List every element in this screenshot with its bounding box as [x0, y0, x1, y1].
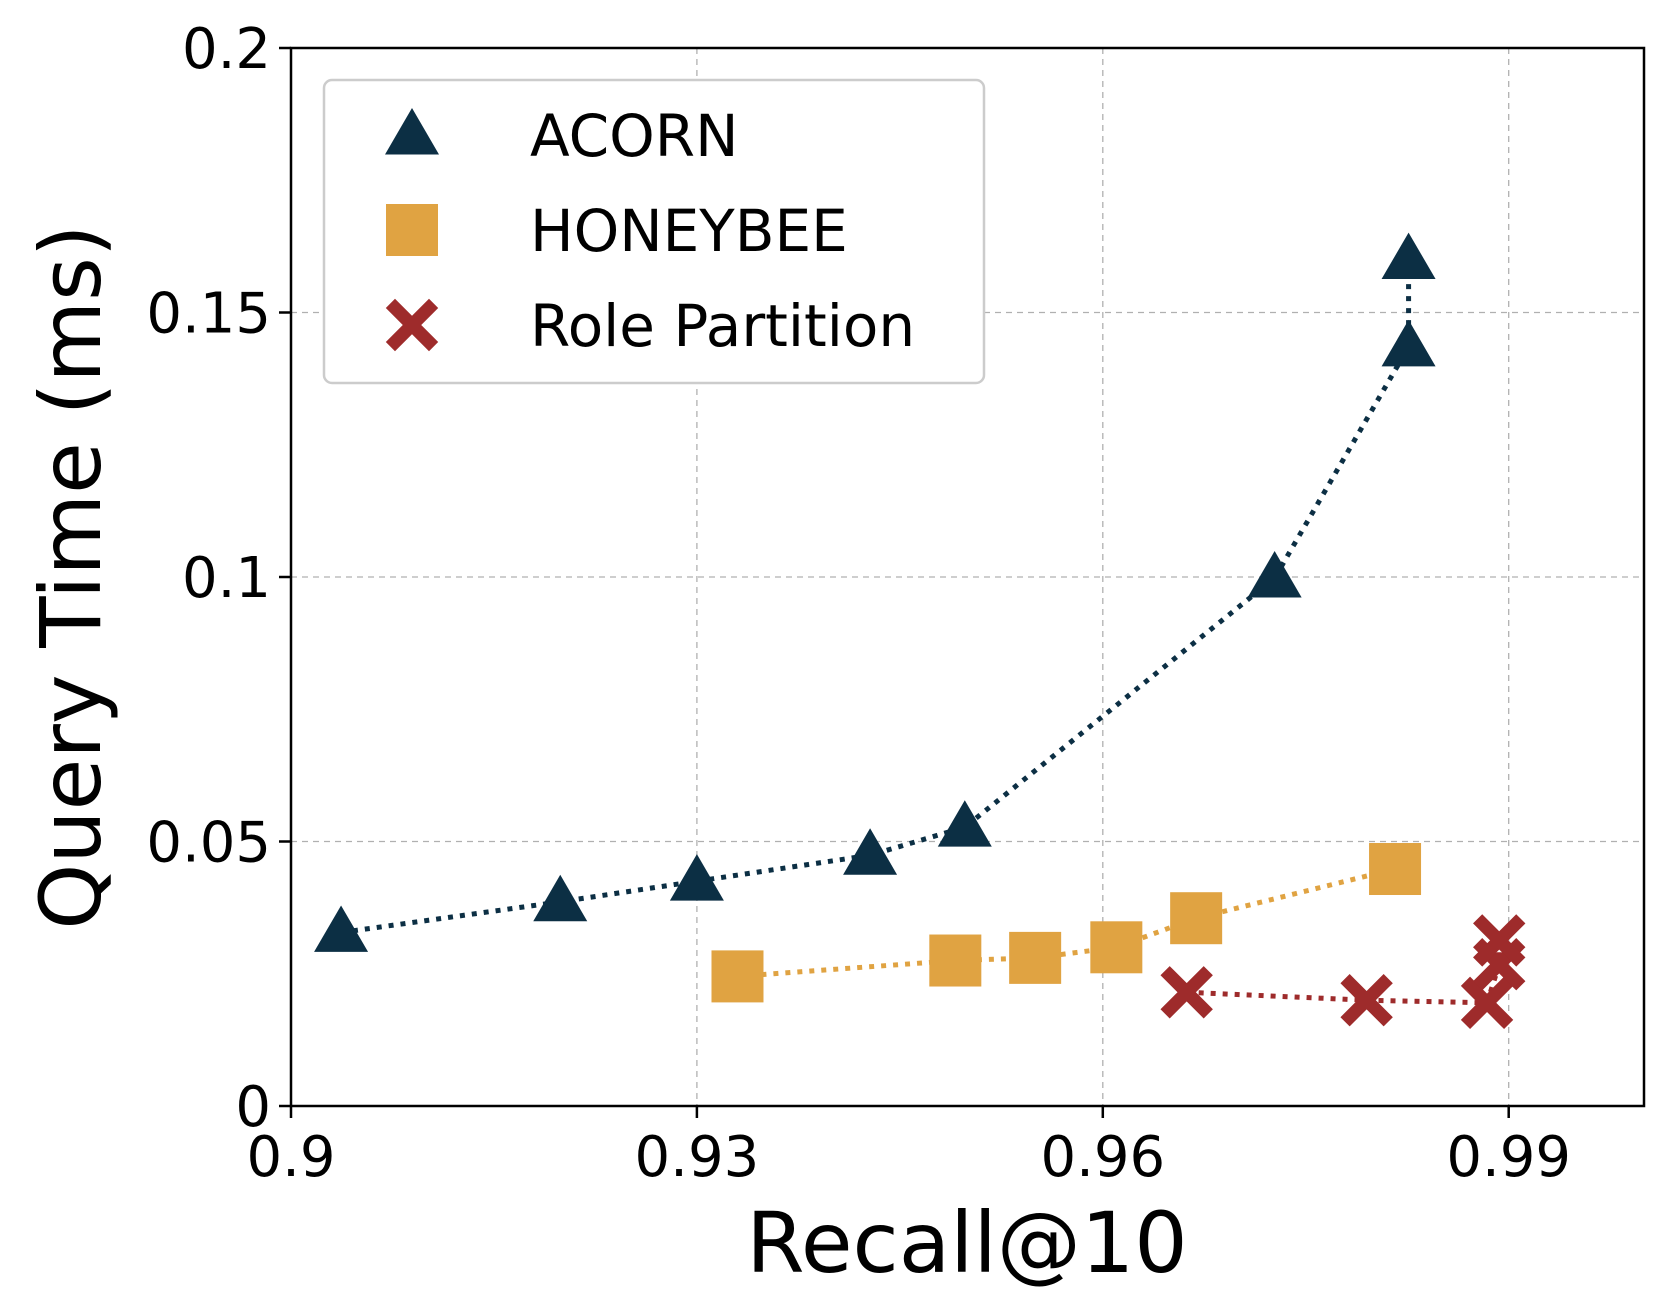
honeybee-point [1009, 931, 1062, 984]
honeybee-point [1090, 921, 1143, 974]
legend-marker-role-partition [385, 298, 439, 352]
plot-frame [289, 46, 1646, 1108]
acorn-point [1381, 319, 1436, 367]
honeybee-point [929, 934, 982, 987]
honeybee-point [1369, 843, 1422, 896]
legend-label-honeybee: HONEYBEE [530, 197, 848, 265]
acorn-point [937, 800, 992, 847]
series-markers [314, 232, 1526, 1030]
y-tick-label: 0.15 [146, 282, 271, 347]
y-tick-label: 0 [235, 1075, 271, 1140]
ticks-layer: 0.9 0.93 0.96 0.99 0 0.05 0.1 0.15 0.2 [146, 17, 1571, 1190]
x-tick-label: 0.96 [1040, 1125, 1165, 1190]
x-tick-label: 0.93 [635, 1125, 760, 1190]
y-tick-label: 0.1 [182, 546, 271, 611]
x-tick-label: 0.99 [1446, 1125, 1571, 1190]
acorn-point [314, 905, 369, 952]
legend-box [322, 78, 986, 385]
honeybee-point [1170, 892, 1223, 945]
acorn-point [533, 874, 588, 922]
role-partition-point [1473, 914, 1526, 967]
y-tick-label: 0.05 [146, 811, 271, 876]
acorn-point [1247, 551, 1302, 598]
y-axis-title: Query Time (ms) [22, 224, 120, 929]
y-tick-label: 0.2 [182, 17, 271, 82]
legend: ACORN HONEYBEE Role Partition [322, 78, 986, 385]
role-partition-point [1160, 966, 1213, 1019]
acorn-point [669, 854, 724, 901]
x-axis-title: Recall@10 [746, 1194, 1188, 1292]
x-tick-label: 0.9 [246, 1125, 335, 1190]
acorn-point [843, 828, 898, 875]
acorn-point [1381, 232, 1436, 280]
honeybee-point [711, 950, 764, 1003]
honeybee-line [737, 866, 1396, 979]
acorn-line [340, 259, 1412, 935]
role-partition-point [1460, 976, 1514, 1030]
legend-label-acorn: ACORN [530, 102, 739, 170]
role-partition-line [1186, 940, 1502, 1006]
role-partition-point [1340, 974, 1393, 1027]
legend-label-role-partition: Role Partition [530, 292, 915, 360]
legend-marker-honeybee [386, 204, 438, 256]
legend-marker-acorn [385, 108, 439, 155]
